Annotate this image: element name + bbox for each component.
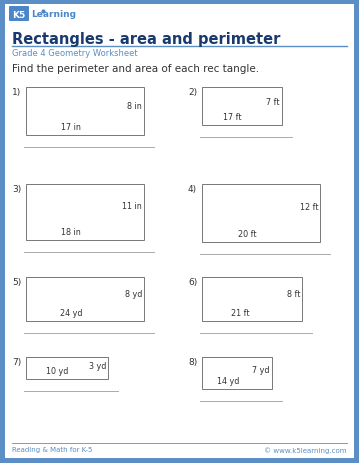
Text: Find the perimeter and area of each rec tangle.: Find the perimeter and area of each rec … [12, 64, 259, 74]
Text: 7 ft: 7 ft [266, 98, 280, 106]
Text: 3 yd: 3 yd [89, 361, 106, 370]
Text: 20 ft: 20 ft [238, 230, 256, 238]
Bar [26, 277, 144, 321]
Text: 7 yd: 7 yd [252, 365, 270, 374]
Text: 14 yd: 14 yd [218, 376, 240, 385]
Bar [26, 185, 144, 240]
Text: Rectangles - area and perimeter: Rectangles - area and perimeter [12, 32, 280, 47]
Text: 12 ft: 12 ft [299, 202, 318, 211]
Text: 8 ft: 8 ft [286, 289, 300, 299]
Text: 7): 7) [12, 357, 21, 366]
Bar [202, 185, 320, 243]
Text: Reading & Math for K-5: Reading & Math for K-5 [12, 446, 92, 452]
Text: Grade 4 Geometry Worksheet: Grade 4 Geometry Worksheet [12, 49, 137, 58]
Bar [26, 357, 108, 379]
Text: 18 in: 18 in [61, 227, 81, 237]
Text: 8 yd: 8 yd [125, 289, 142, 299]
Text: 21 ft: 21 ft [231, 308, 249, 317]
Bar [202, 88, 282, 126]
Bar [202, 357, 272, 389]
Bar [202, 277, 302, 321]
Bar [26, 88, 144, 136]
Text: © www.k5learning.com: © www.k5learning.com [265, 446, 347, 453]
Text: 3): 3) [12, 185, 21, 194]
Text: 17 ft: 17 ft [223, 113, 242, 122]
Text: 17 in: 17 in [61, 123, 81, 131]
Text: 11 in: 11 in [122, 201, 142, 210]
Text: Learning: Learning [31, 10, 76, 19]
FancyBboxPatch shape [9, 7, 29, 22]
Text: K5: K5 [12, 11, 25, 19]
Text: 2): 2) [188, 88, 197, 97]
Text: 10 yd: 10 yd [46, 366, 68, 375]
Text: 1): 1) [12, 88, 21, 97]
Text: 8): 8) [188, 357, 197, 366]
Text: 24 yd: 24 yd [60, 308, 82, 317]
Text: 5): 5) [12, 277, 21, 287]
Text: 4): 4) [188, 185, 197, 194]
Text: 8 in: 8 in [127, 101, 142, 111]
Text: 6): 6) [188, 277, 197, 287]
